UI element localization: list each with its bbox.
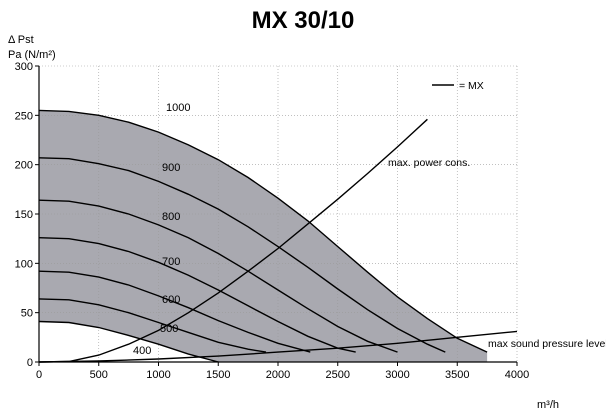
series-line-800 [38,199,398,353]
y-tick-label: 150 [15,209,33,221]
y-tick-label: 250 [15,110,33,122]
y-axis-label-line1: Δ Pst [8,34,34,46]
curve-label-600: 600 [162,294,180,306]
legend-label: = MX [459,80,484,92]
series-line-400 [38,320,219,363]
curve-label-800: 800 [162,211,180,223]
curve-label-900: 900 [162,162,180,174]
curve-label-1000: 1000 [166,102,190,114]
x-tick-label: 4000 [505,369,529,381]
x-tick-label: 2000 [266,369,290,381]
x-tick-label: 2500 [326,369,350,381]
x-tick-label: 1500 [206,369,230,381]
x-tick-label: 0 [36,369,42,381]
series-line-max-power-cons [38,118,428,363]
y-tick-label: 100 [15,258,33,270]
x-tick-label: 3000 [385,369,409,381]
y-tick-label: 300 [15,61,33,73]
y-tick-label: 200 [15,160,33,172]
series-line-700 [38,237,356,353]
x-axis-label: m³/h [537,399,559,411]
x-tick-label: 1000 [146,369,170,381]
curve-label-700: 700 [162,256,180,268]
x-tick-label: 500 [90,369,108,381]
chart-title: MX 30/10 [252,7,355,34]
y-axis-label-line2: Pa (N/m²) [8,49,56,61]
y-tick-label: 50 [21,308,33,320]
max-sound-label: max sound pressure level [488,338,606,350]
series-line-1000 [38,109,488,353]
series-line-900 [38,157,446,353]
series-line-600 [38,270,311,353]
curve-label-500: 500 [160,323,178,335]
max-power-label: max. power cons. [388,157,470,169]
series-line-max-sound-pressure-level [38,330,518,363]
curve-label-400: 400 [133,345,151,357]
x-tick-label: 3500 [445,369,469,381]
y-tick-label: 0 [27,357,33,369]
series-line-500 [38,298,267,353]
